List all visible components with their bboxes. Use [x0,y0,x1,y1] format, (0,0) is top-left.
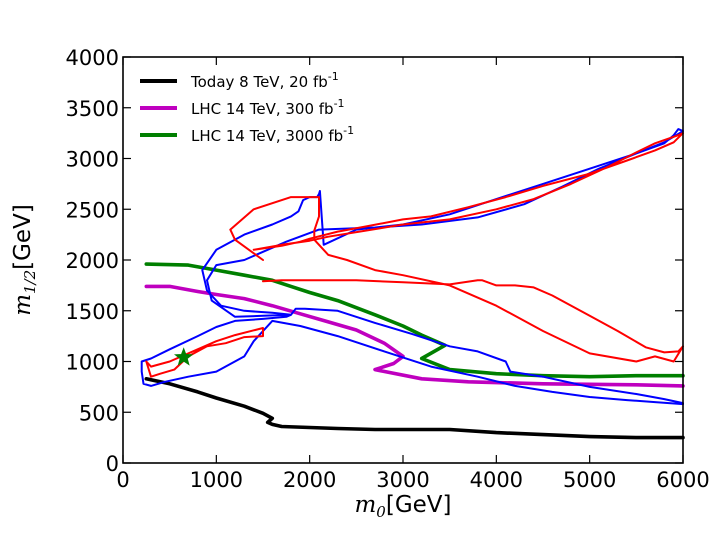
y-tick-label: 1500 [66,300,119,324]
y-tick-label: 4000 [66,46,119,70]
ticks-layer: 0 1000 2000 3000 4000 5000 6000 0 500 1000 1500 200… [66,46,710,492]
series-line-red-contour-inner [252,132,684,251]
x-tick-label: 1000 [190,468,243,492]
legend-label-sup: -1 [328,70,339,83]
legend-label-sup: -1 [334,97,345,110]
y-tick-label: 2500 [66,198,119,222]
y-axis-unit: [GeV] [10,204,36,270]
legend-label: Today 8 TeV, 20 fb-1 [190,70,339,91]
legend-label: LHC 14 TeV, 3000 fb-1 [191,124,354,145]
series-line-lhc-14-tev-300-fb [144,284,685,388]
legend-label-text: LHC 14 TeV, 300 fb [191,100,334,118]
y-tick-label: 2000 [66,249,119,273]
x-tick-label: 5000 [563,468,616,492]
x-tick-label: 2000 [283,468,336,492]
marker-layer [174,347,194,366]
legend-label: LHC 14 TeV, 300 fb-1 [191,97,345,118]
y-axis-symbol: m [10,294,36,316]
y-axis-subscript: 1/2 [21,270,39,294]
series-layer [140,128,685,440]
y-tick-label: 3500 [66,97,119,121]
star-marker [174,347,194,366]
x-tick-label: 6000 [656,468,709,492]
legend-label-sup: -1 [343,124,354,137]
x-axis-symbol: m [354,492,376,518]
legend-label-text: LHC 14 TeV, 3000 fb [191,127,343,145]
series-line-today-8-tev-20-fb [144,376,685,440]
series-line-lhc-14-tev-3000-fb [144,262,685,379]
y-axis-label: m1/2[GeV] [10,204,39,316]
legend-label-text: Today 8 TeV, 20 fb [190,73,328,91]
y-tick-label: 1000 [66,351,119,375]
x-tick-label: 3000 [376,468,429,492]
x-axis-label: m0[GeV] [354,492,451,521]
series-line-red-contour-upper [229,196,684,363]
y-tick-label: 3000 [66,148,119,172]
x-axis-unit: [GeV] [386,492,452,518]
x-axis-subscript: 0 [376,503,386,521]
x-tick-label: 0 [116,468,129,492]
series-line-blue-contour [140,128,684,406]
x-tick-label: 4000 [470,468,523,492]
y-tick-label: 0 [106,452,119,476]
y-tick-label: 500 [79,401,119,425]
